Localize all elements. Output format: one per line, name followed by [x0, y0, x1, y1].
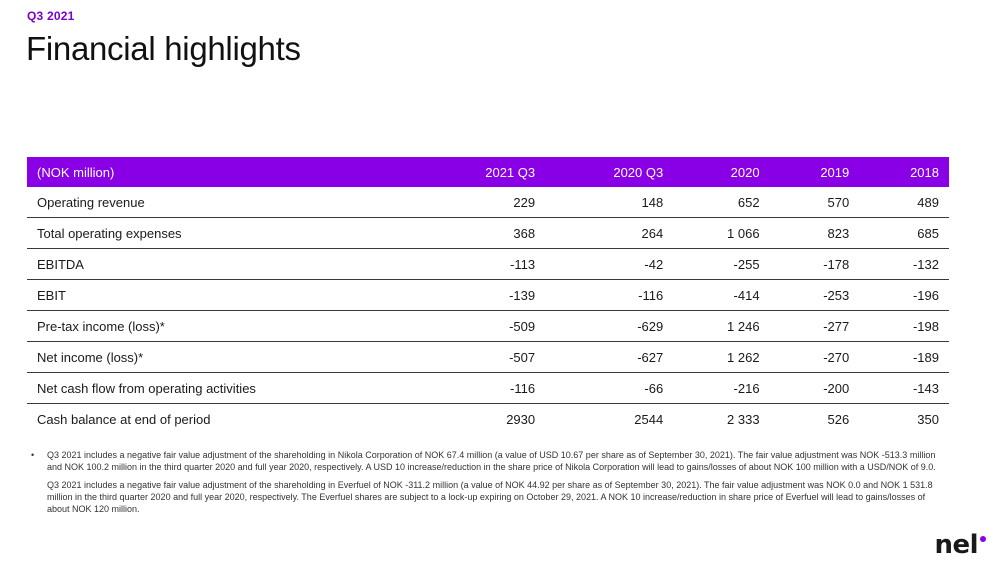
table-cell: -132 — [859, 248, 949, 280]
row-label: Operating revenue — [27, 187, 417, 218]
table-cell: -116 — [417, 372, 546, 404]
table-row: Pre-tax income (loss)* -509 -629 1 246 -… — [27, 310, 949, 342]
column-header-2020: 2020 — [730, 164, 760, 180]
table-row: EBIT -139 -116 -414 -253 -196 — [27, 279, 949, 311]
table-cell: -629 — [545, 310, 674, 342]
table-cell: -113 — [417, 248, 546, 280]
table-cell: 489 — [859, 187, 949, 218]
table-cell: -198 — [859, 310, 949, 342]
nel-logo: nel — [934, 530, 986, 560]
table-cell: -270 — [769, 341, 860, 373]
page-title: Financial highlights — [26, 30, 301, 67]
row-label: Total operating expenses — [27, 217, 417, 249]
table-row: Net cash flow from operating activities … — [27, 372, 949, 404]
table-cell: 685 — [859, 217, 949, 249]
table-row: Net income (loss)* -507 -627 1 262 -270 … — [27, 341, 949, 373]
row-label: Cash balance at end of period — [37, 411, 211, 427]
table-cell: -189 — [859, 341, 949, 373]
footnote-everfuel: Q3 2021 includes a negative fair value a… — [27, 479, 942, 515]
table-cell: -507 — [417, 341, 546, 373]
column-header-2019: 2019 — [820, 164, 850, 180]
table-row: Cash balance at end of period 2930 2544 … — [27, 404, 949, 435]
table-cell: -414 — [673, 279, 770, 311]
row-label: EBITDA — [27, 248, 417, 280]
table-cell: -253 — [769, 279, 860, 311]
table-cell: -143 — [859, 372, 949, 404]
table-cell: 1 262 — [673, 341, 770, 373]
column-header-2021-q3: 2021 Q3 — [485, 164, 536, 180]
column-header-2018: 2018 — [910, 164, 939, 180]
footnote-text: Q3 2021 includes a negative fair value a… — [47, 480, 933, 514]
row-label: Net cash flow from operating activities — [27, 372, 417, 404]
table-cell: -196 — [859, 279, 949, 311]
logo-dot-icon — [980, 536, 986, 542]
bullet-icon: • — [31, 450, 35, 460]
section-eyebrow: Q3 2021 — [27, 9, 75, 23]
table-row: Total operating expenses 368 264 1 066 8… — [27, 217, 949, 249]
table-cell: 264 — [545, 217, 674, 249]
footnote-nikola: • Q3 2021 includes a negative fair value… — [27, 449, 942, 473]
row-label: Pre-tax income (loss)* — [27, 310, 417, 342]
row-label: Net income (loss)* — [27, 341, 417, 373]
footnotes: • Q3 2021 includes a negative fair value… — [27, 449, 942, 521]
table-row: Operating revenue 229 148 652 570 489 — [27, 187, 949, 218]
footnote-text: Q3 2021 includes a negative fair value a… — [47, 450, 936, 472]
table-cell: 1 066 — [673, 217, 770, 249]
table-cell: -139 — [417, 279, 546, 311]
table-cell: 2930 — [506, 411, 536, 427]
table-cell: 570 — [769, 187, 860, 218]
table-cell: 2 333 — [727, 411, 760, 427]
row-label: EBIT — [27, 279, 417, 311]
table-cell: 148 — [545, 187, 674, 218]
logo-text: nel — [934, 530, 978, 560]
table-cell: -255 — [673, 248, 770, 280]
column-header-unit: (NOK million) — [37, 164, 115, 180]
financial-highlights-table: (NOK million) 2021 Q3 2020 Q3 2020 2019 … — [27, 157, 949, 434]
table-cell: -178 — [769, 248, 860, 280]
table-cell: 652 — [673, 187, 770, 218]
table-cell: 526 — [827, 411, 850, 427]
table-cell: -216 — [673, 372, 770, 404]
table-row: EBITDA -113 -42 -255 -178 -132 — [27, 248, 949, 280]
table-cell: 823 — [769, 217, 860, 249]
table-cell: 368 — [417, 217, 546, 249]
table-cell: -627 — [545, 341, 674, 373]
table-cell: 2544 — [634, 411, 664, 427]
table-cell: 1 246 — [673, 310, 770, 342]
table-cell: -42 — [545, 248, 674, 280]
column-header-2020-q3: 2020 Q3 — [613, 164, 664, 180]
table-cell: -509 — [417, 310, 546, 342]
table-header: (NOK million) 2021 Q3 2020 Q3 2020 2019 … — [27, 157, 949, 187]
table-cell: 350 — [917, 411, 939, 427]
table-cell: 229 — [417, 187, 546, 218]
header-row: (NOK million) 2021 Q3 2020 Q3 2020 2019 … — [27, 157, 949, 187]
table-body: Operating revenue 229 148 652 570 489 To… — [27, 187, 949, 434]
table-cell: -116 — [545, 279, 674, 311]
table-cell: -66 — [545, 372, 674, 404]
table-cell: -200 — [769, 372, 860, 404]
table-cell: -277 — [769, 310, 860, 342]
